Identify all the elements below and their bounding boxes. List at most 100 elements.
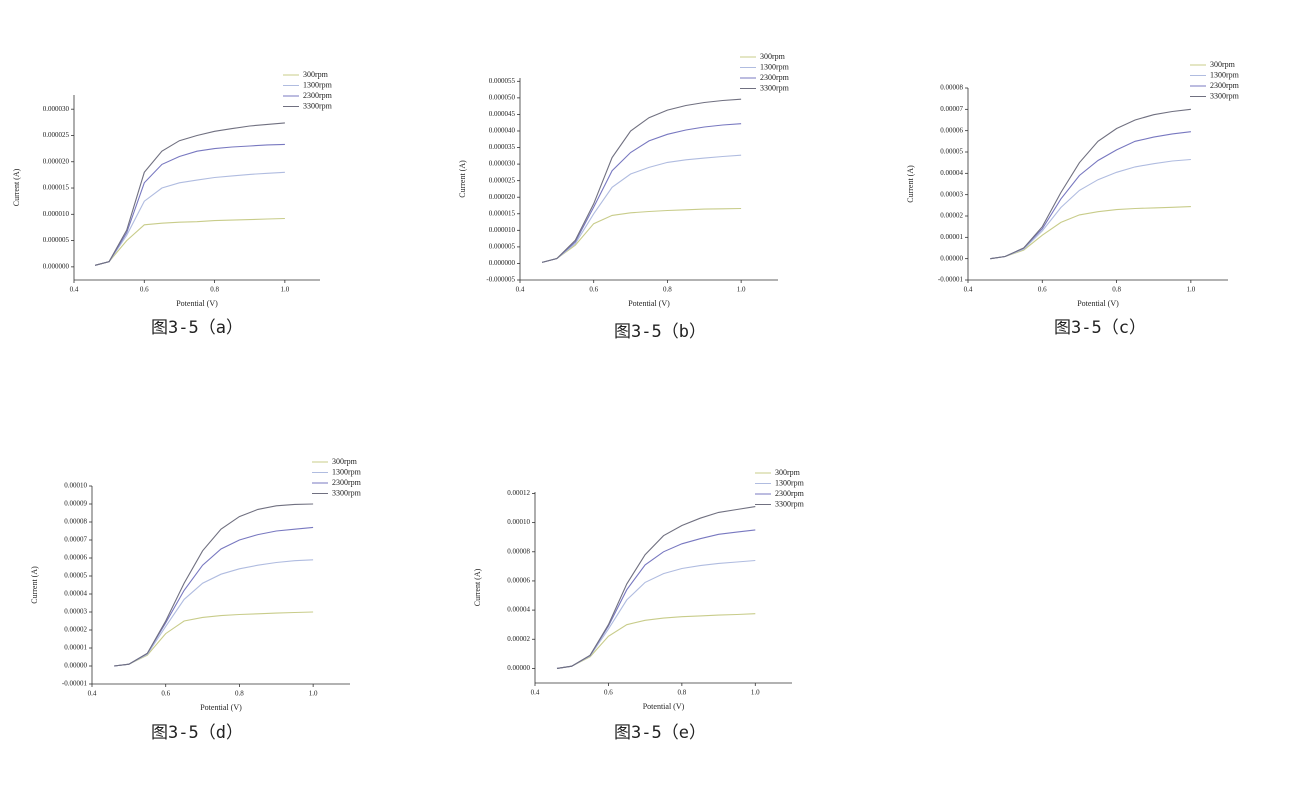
legend-label: 300rpm	[332, 457, 358, 466]
legend-label: 3300rpm	[332, 488, 362, 497]
series-line	[114, 526, 314, 667]
y-tick-label: 0.00003	[64, 608, 87, 616]
legend-label: 1300rpm	[760, 62, 790, 71]
x-tick-label: 0.8	[235, 690, 244, 698]
x-tick-label: 0.6	[140, 286, 149, 294]
series-line	[541, 154, 742, 263]
y-tick-label: 0.00003	[940, 190, 963, 198]
series-line	[114, 559, 314, 667]
y-tick-label: 0.000045	[489, 110, 516, 118]
x-tick-label: 0.6	[161, 690, 170, 698]
y-tick-label: 0.00006	[507, 577, 530, 585]
legend-label: 3300rpm	[1210, 91, 1240, 100]
y-tick-label: 0.000010	[43, 210, 70, 218]
y-tick-label: 0.000025	[489, 176, 516, 184]
y-tick-label: 0.000015	[43, 184, 70, 192]
y-tick-label: 0.00005	[940, 148, 963, 156]
series-line	[990, 108, 1191, 260]
x-tick-label: 0.8	[677, 689, 686, 697]
y-tick-label: 0.00010	[507, 518, 530, 526]
y-tick-label: 0.00006	[940, 126, 963, 134]
caption: 图3-5（a）	[151, 318, 243, 338]
y-tick-label: 0.000010	[489, 226, 516, 234]
y-tick-label: 0.000040	[489, 127, 516, 135]
x-axis-label: Potential (V)	[176, 299, 218, 308]
caption: 图3-5（c）	[1054, 318, 1146, 338]
series-line	[990, 131, 1191, 260]
y-tick-label: 0.00007	[940, 105, 963, 113]
y-tick-label: 0.000000	[43, 262, 70, 270]
series-line	[556, 529, 756, 669]
y-tick-label: 0.00008	[507, 547, 530, 555]
y-tick-label: 0.00000	[507, 664, 530, 672]
x-tick-label: 0.8	[210, 286, 219, 294]
y-tick-label: -0.00001	[938, 276, 964, 284]
x-axis-label: Potential (V)	[628, 299, 670, 308]
x-tick-label: 0.4	[88, 690, 97, 698]
legend-label: 300rpm	[775, 468, 801, 477]
y-axis-label: Current (A)	[906, 165, 915, 203]
series-line	[556, 506, 756, 669]
y-tick-label: 0.000020	[43, 157, 70, 165]
y-tick-label: 0.000025	[43, 131, 70, 139]
y-tick-label: 0.000050	[489, 93, 516, 101]
series-line	[94, 171, 285, 266]
x-tick-label: 1.0	[737, 286, 746, 294]
x-tick-label: 0.8	[663, 286, 672, 294]
legend-label: 1300rpm	[1210, 70, 1240, 79]
series-line	[114, 611, 314, 667]
series-line	[94, 217, 285, 266]
y-tick-label: 0.000030	[43, 105, 70, 113]
legend-label: 3300rpm	[775, 499, 805, 508]
y-axis-label: Current (A)	[458, 160, 467, 198]
y-axis-label: Current (A)	[473, 568, 482, 606]
x-tick-label: 0.6	[589, 286, 598, 294]
x-tick-label: 0.4	[70, 286, 79, 294]
legend-label: 300rpm	[1210, 60, 1236, 69]
series-line	[541, 98, 742, 263]
x-tick-label: 0.6	[1038, 286, 1047, 294]
y-tick-label: 0.00005	[64, 572, 87, 580]
x-tick-label: 1.0	[751, 689, 760, 697]
legend-label: 300rpm	[303, 70, 329, 79]
y-tick-label: 0.00007	[64, 536, 87, 544]
y-tick-label: 0.000005	[43, 236, 70, 244]
legend-label: 1300rpm	[303, 80, 333, 89]
x-tick-label: 0.8	[1112, 286, 1121, 294]
series-line	[556, 613, 756, 669]
y-tick-label: 0.00000	[64, 662, 87, 670]
y-tick-label: 0.00001	[940, 233, 963, 241]
x-tick-label: 1.0	[1186, 286, 1195, 294]
legend-label: 2300rpm	[760, 73, 790, 82]
y-tick-label: 0.00004	[507, 606, 530, 614]
y-tick-label: 0.000000	[489, 259, 516, 267]
series-line	[990, 206, 1191, 260]
y-tick-label: 0.000035	[489, 143, 516, 151]
y-tick-label: 0.00006	[64, 554, 87, 562]
y-axis-label: Current (A)	[30, 566, 39, 604]
caption: 图3-5（e）	[614, 723, 706, 743]
y-tick-label: 0.00012	[507, 489, 530, 497]
series-line	[94, 122, 285, 266]
legend-label: 1300rpm	[332, 467, 362, 476]
y-tick-label: -0.000005	[486, 276, 515, 284]
y-tick-label: 0.000005	[489, 242, 516, 250]
y-tick-label: 0.00008	[940, 84, 963, 92]
y-tick-label: 0.000020	[489, 193, 516, 201]
y-tick-label: 0.00010	[64, 482, 87, 490]
x-tick-label: 1.0	[309, 690, 318, 698]
y-tick-label: 0.00002	[507, 635, 530, 643]
caption: 图3-5（b）	[614, 322, 706, 342]
legend-label: 2300rpm	[332, 478, 362, 487]
x-axis-label: Potential (V)	[200, 703, 242, 712]
y-axis-label: Current (A)	[12, 168, 21, 206]
legend-label: 2300rpm	[1210, 81, 1240, 90]
y-tick-label: 0.00004	[940, 169, 963, 177]
y-tick-label: -0.00001	[62, 680, 88, 688]
y-tick-label: 0.00000	[940, 254, 963, 262]
legend-label: 3300rpm	[760, 83, 790, 92]
y-tick-label: 0.00001	[64, 644, 87, 652]
series-line	[94, 143, 285, 266]
y-tick-label: 0.000055	[489, 77, 516, 85]
